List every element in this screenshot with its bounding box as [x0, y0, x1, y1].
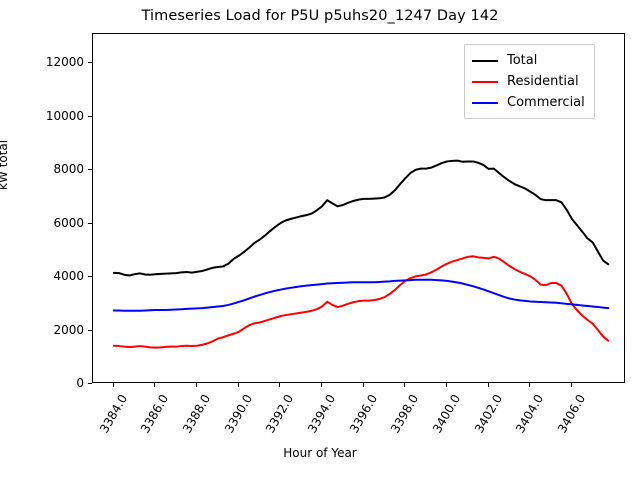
legend-swatch-residential: [472, 80, 498, 83]
legend-label: Residential: [507, 74, 579, 89]
x-tick-mark: [196, 383, 198, 387]
x-tick-mark: [237, 383, 239, 387]
x-tick-mark: [529, 383, 531, 387]
legend-swatch-commercial: [472, 101, 498, 104]
x-tick-label: 3400.0: [429, 392, 464, 436]
x-tick-mark: [321, 383, 323, 387]
x-tick-label: 3384.0: [96, 392, 130, 436]
x-tick-mark: [445, 383, 447, 387]
y-tick-label: 2000: [53, 322, 84, 337]
legend-item-residential[interactable]: Residential: [472, 71, 585, 92]
x-tick-mark: [279, 383, 281, 387]
y-tick-label: 0: [76, 376, 84, 390]
legend-item-total[interactable]: Total: [472, 50, 585, 71]
x-tick-label: 3402.0: [471, 392, 505, 436]
x-tick-label: 3406.0: [554, 392, 588, 436]
series-line-commercial: [112, 278, 610, 312]
y-tick-label: 8000: [53, 162, 84, 177]
y-axis: kW total 0 2000 4000 6000 8000 10000 12000: [0, 0, 92, 480]
x-tick-label: 3398.0: [388, 392, 422, 436]
x-axis-label: Hour of Year: [283, 446, 357, 460]
y-tick-label: 10000: [45, 108, 84, 123]
y-tick-label: 12000: [45, 55, 84, 70]
y-tick-mark: [88, 383, 92, 384]
legend-label: Total: [507, 53, 538, 68]
x-tick-label: 3386.0: [138, 392, 172, 436]
y-tick-mark: [88, 62, 92, 64]
x-tick-label: 3392.0: [263, 392, 297, 436]
y-tick-mark: [88, 222, 92, 224]
series-canvas: [112, 159, 610, 349]
y-tick-mark: [88, 115, 92, 117]
y-tick-label: 6000: [53, 215, 84, 230]
legend-item-commercial[interactable]: Commercial: [472, 92, 585, 113]
x-tick-mark: [404, 383, 406, 387]
y-tick-mark: [88, 276, 92, 278]
x-tick-label: 3390.0: [221, 392, 255, 436]
legend-swatch-total: [472, 59, 498, 62]
x-tick-label: 3388.0: [180, 392, 214, 436]
x-tick-label: 3396.0: [346, 392, 380, 436]
series-line-total: [112, 159, 610, 277]
x-tick-mark: [487, 383, 489, 387]
y-tick-label: 4000: [53, 269, 84, 284]
legend: Total Residential Commercial: [464, 44, 595, 119]
y-tick-mark: [88, 169, 92, 171]
chart-title: Timeseries Load for P5U p5uhs20_1247 Day…: [141, 8, 499, 24]
legend-label: Commercial: [507, 95, 585, 110]
x-tick-mark: [154, 383, 156, 387]
x-tick-mark: [112, 383, 114, 387]
y-tick-mark: [88, 329, 92, 331]
x-tick-mark: [362, 383, 364, 387]
x-tick-mark: [570, 383, 572, 387]
series-line-residential: [112, 255, 610, 349]
x-tick-label: 3394.0: [305, 392, 339, 436]
x-tick-label: 3404.0: [513, 392, 547, 436]
